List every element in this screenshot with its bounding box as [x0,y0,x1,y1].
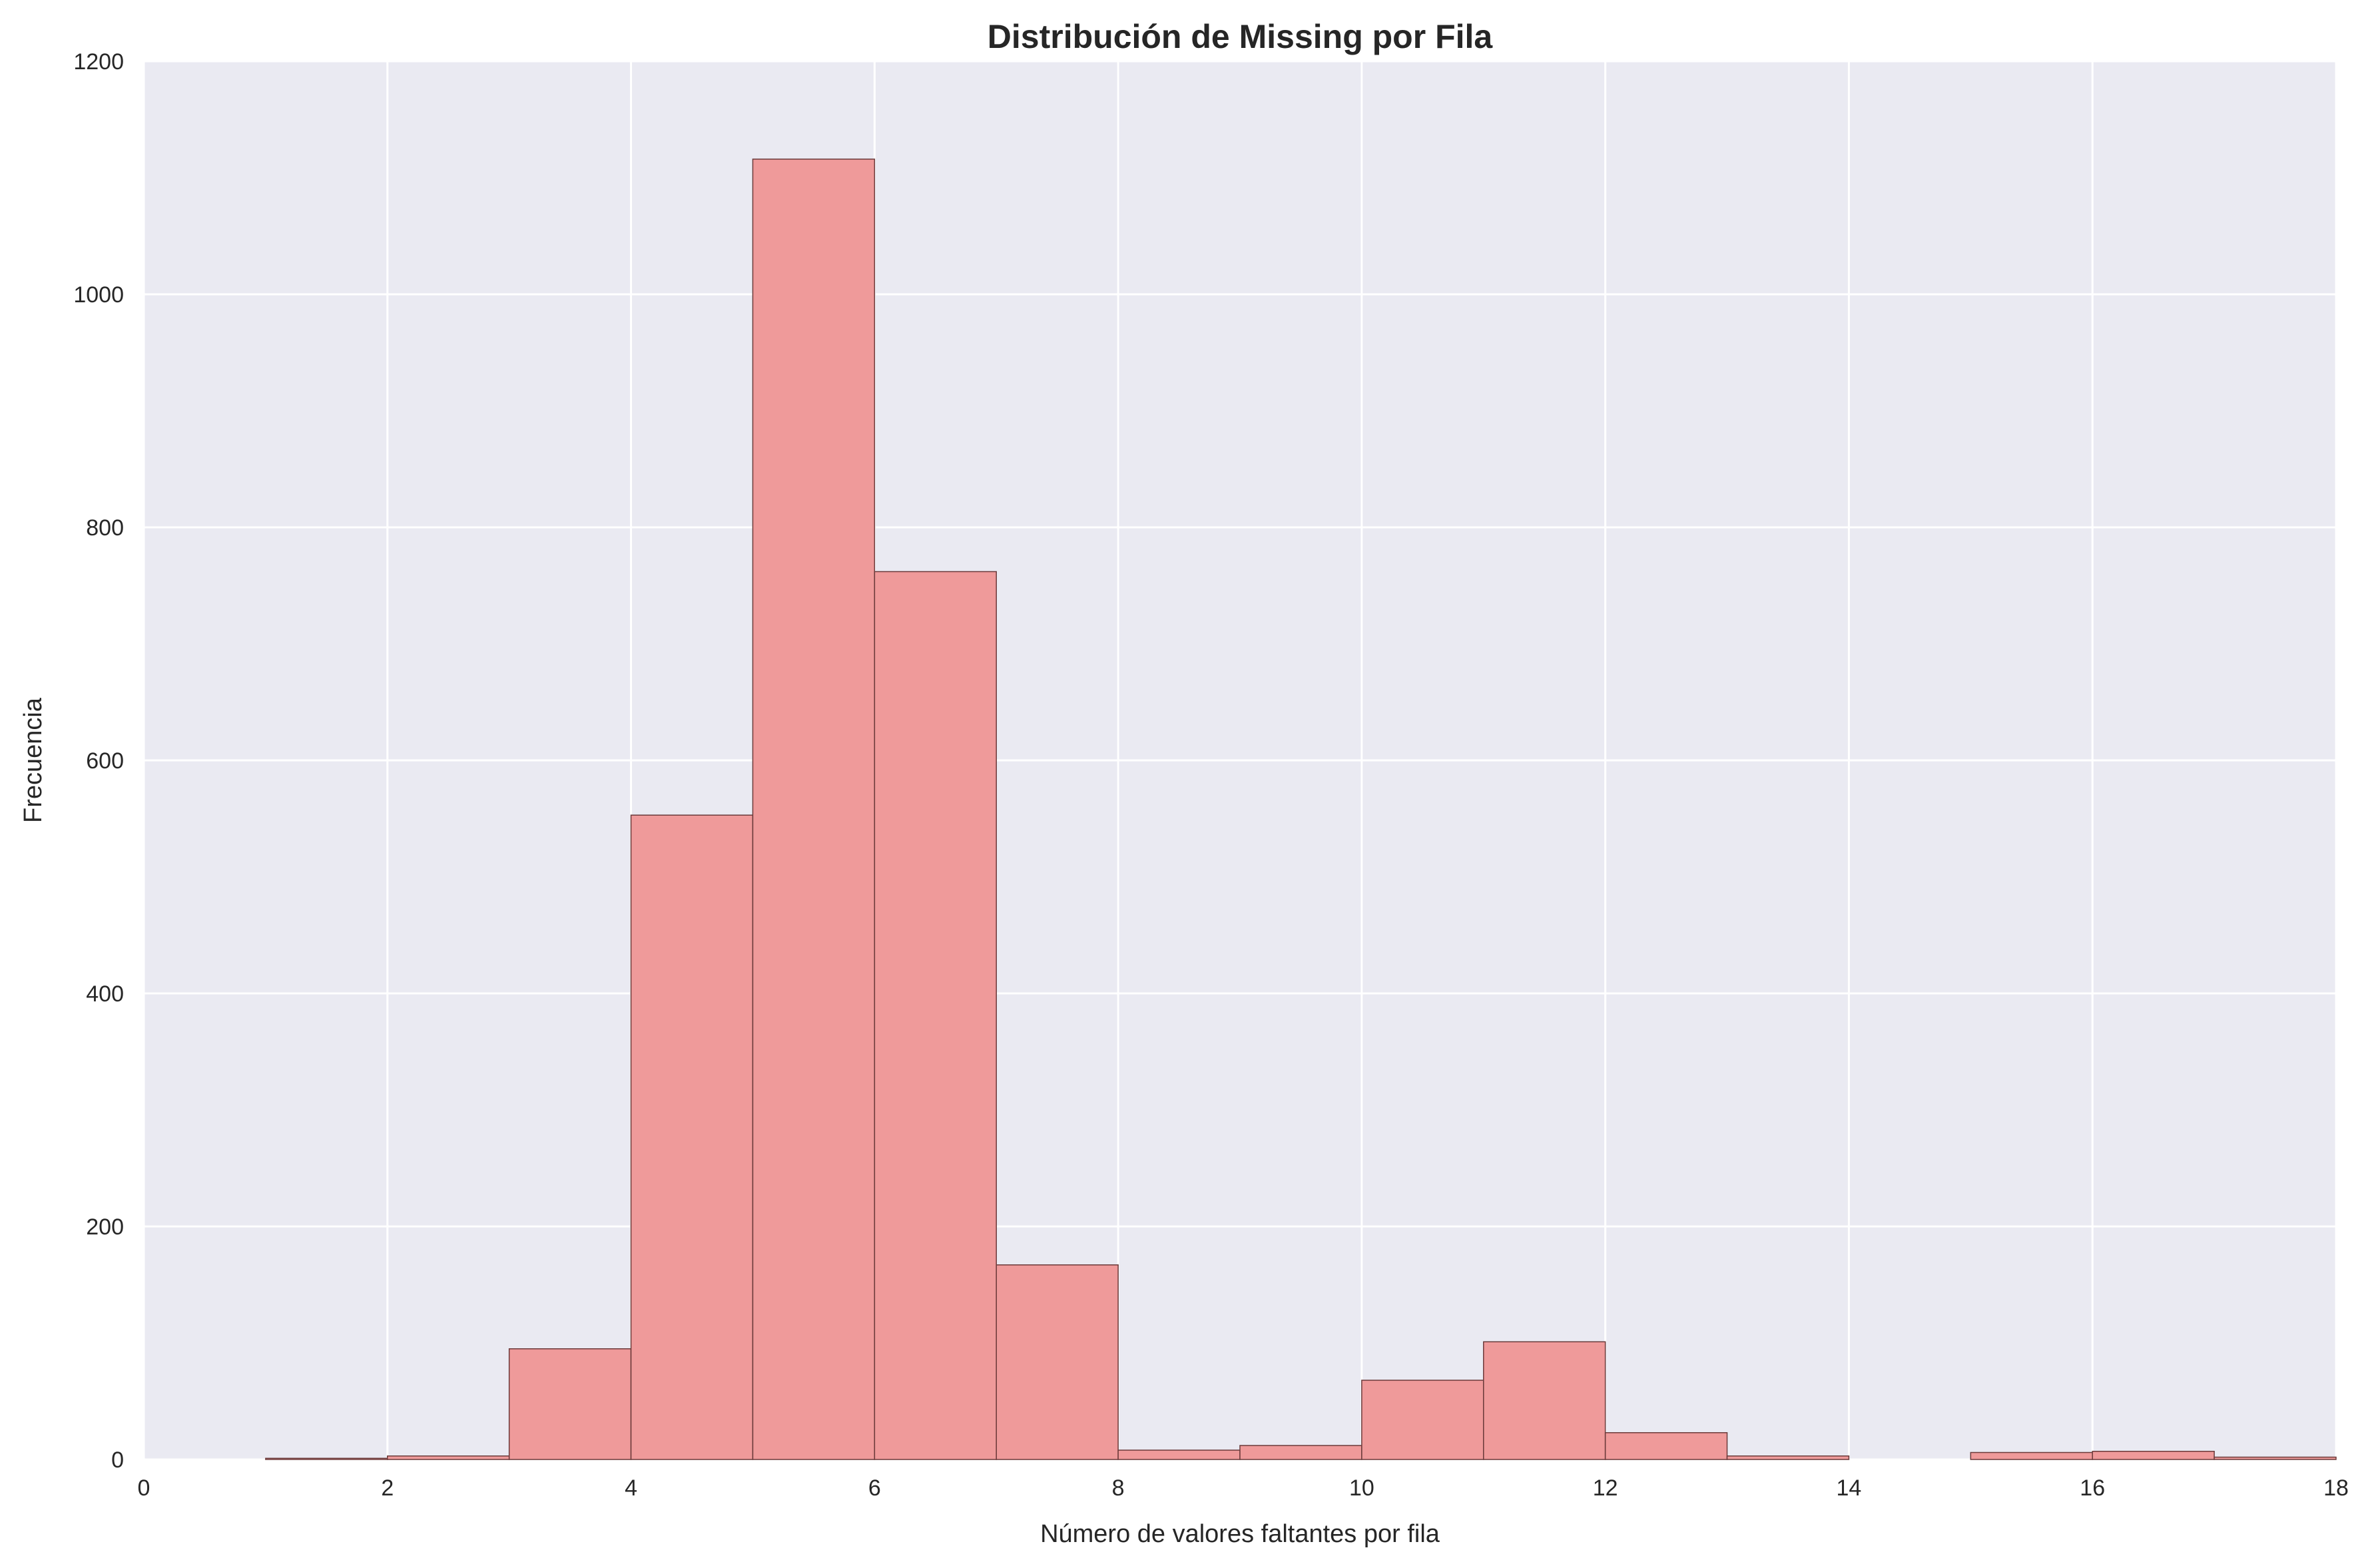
y-tick-label: 400 [86,981,124,1007]
x-tick-label: 6 [868,1475,881,1501]
y-axis-label: Frecuencia [19,697,47,823]
x-tick-label: 2 [381,1475,394,1501]
x-axis-label: Número de valores faltantes por fila [1040,1520,1440,1548]
x-tick-label: 4 [625,1475,637,1501]
histogram-bar [1361,1380,1484,1460]
y-tick-label: 600 [86,748,124,774]
histogram-bars [265,158,2337,1460]
histogram-bar [1726,1455,1850,1460]
histogram-bar [2092,1451,2215,1460]
x-axis-ticks: 0 2 4 6 8 10 12 14 16 18 [138,1475,2349,1501]
y-tick-label: 200 [86,1214,124,1240]
histogram-bar [1239,1445,1362,1460]
histogram-bar [630,814,754,1460]
histogram-bar [265,1457,388,1460]
histogram-bar [1970,1451,2093,1460]
y-tick-label: 800 [86,515,124,541]
x-tick-label: 18 [2323,1475,2349,1501]
x-tick-label: 16 [2080,1475,2105,1501]
x-tick-label: 10 [1349,1475,1374,1501]
histogram-bar [874,571,997,1460]
x-tick-label: 0 [138,1475,150,1501]
y-tick-label: 1200 [73,49,124,75]
histogram-bar [2214,1456,2337,1460]
histogram-bar [1604,1432,1728,1460]
histogram-bar [387,1455,510,1460]
histogram-bar [1117,1449,1241,1460]
histogram-bar [752,158,876,1460]
histogram-bar [996,1264,1119,1460]
x-tick-label: 14 [1837,1475,1862,1501]
y-axis-ticks: 0 200 400 600 800 1000 1200 [73,49,124,1473]
x-tick-label: 12 [1593,1475,1618,1501]
y-tick-label: 1000 [73,282,124,308]
y-tick-label: 0 [111,1447,124,1473]
histogram-bar [508,1348,632,1460]
x-tick-label: 8 [1112,1475,1125,1501]
histogram-bar [1483,1341,1606,1460]
chart-title: Distribución de Missing por Fila [988,18,1494,55]
